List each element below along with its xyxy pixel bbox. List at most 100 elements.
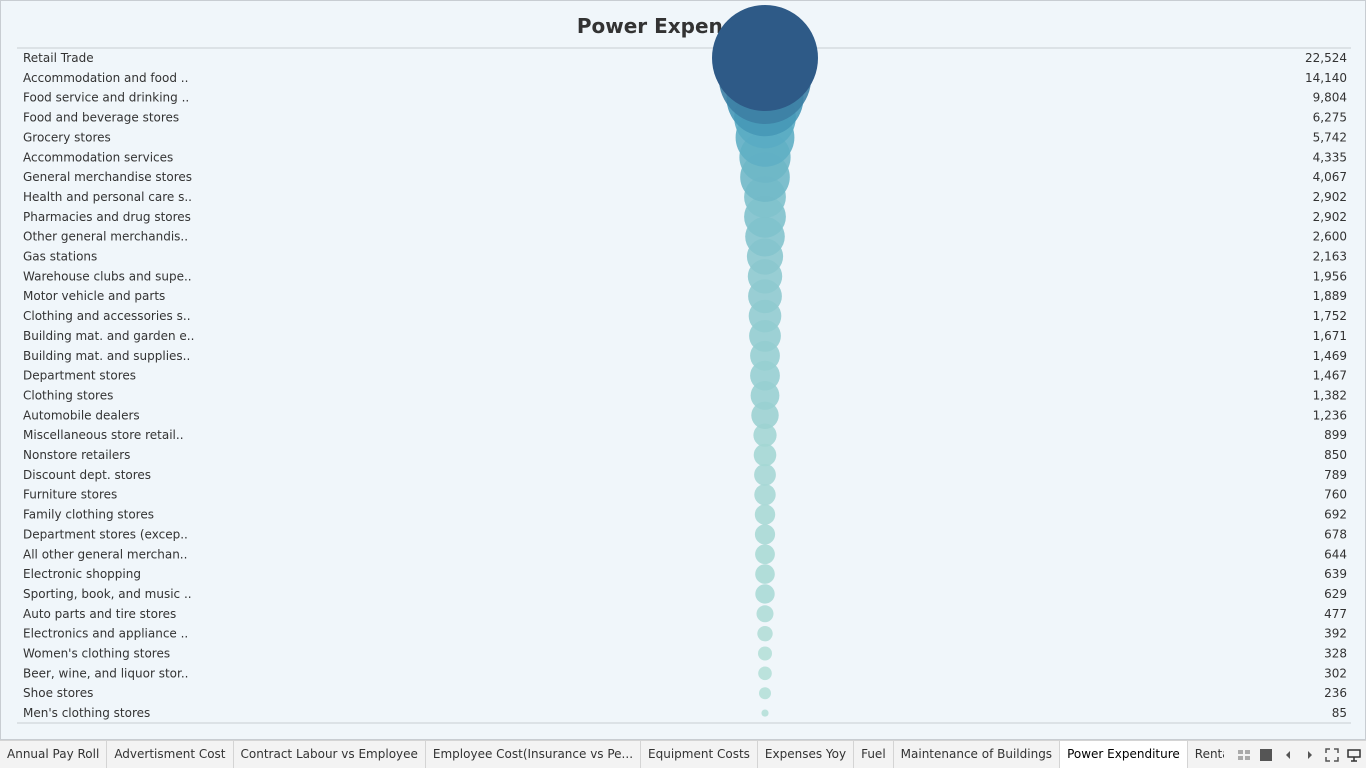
tab-toolbar — [1224, 741, 1362, 768]
row-value: 850 — [1324, 448, 1347, 462]
bubble[interactable] — [756, 605, 774, 623]
row-label: Nonstore retailers — [23, 448, 130, 462]
row-value: 1,956 — [1313, 269, 1347, 283]
sheet-tab[interactable]: Power Expenditure — [1060, 741, 1188, 768]
previous-icon[interactable] — [1280, 747, 1296, 763]
bubble-layer — [712, 5, 818, 717]
row-label: Automobile dealers — [23, 408, 140, 422]
sheet-tab[interactable]: Advertisment Cost — [107, 741, 234, 768]
row-value: 302 — [1324, 666, 1347, 680]
sheet-tab[interactable]: Maintenance of Buildings — [894, 741, 1061, 768]
row-label-layer: Retail Trade Accommodation and food .. Foo… — [23, 51, 194, 720]
row-value: 9,804 — [1313, 91, 1347, 105]
row-label: Sporting, book, and music .. — [23, 587, 192, 601]
row-label: General merchandise stores — [23, 170, 192, 184]
row-value: 899 — [1324, 428, 1347, 442]
row-label: Retail Trade — [23, 51, 94, 65]
row-label: Department stores — [23, 369, 136, 383]
row-label: Accommodation services — [23, 150, 173, 164]
bubble[interactable] — [755, 564, 775, 584]
row-value: 14,140 — [1305, 71, 1347, 85]
row-label: Clothing stores — [23, 388, 113, 402]
bubble[interactable] — [757, 625, 773, 642]
sheet-tab-bar: Annual Pay Roll Advertisment Cost Contract… — [0, 740, 1366, 768]
row-value: 789 — [1324, 468, 1347, 482]
row-value: 629 — [1324, 587, 1347, 601]
sheet-tab[interactable]: Employee Cost(Insurance vs Pe... — [426, 741, 642, 768]
row-label: Discount dept. stores — [23, 468, 151, 482]
row-value: 1,467 — [1313, 369, 1347, 383]
row-value: 5,742 — [1313, 130, 1347, 144]
row-value: 1,469 — [1313, 349, 1347, 363]
row-label: Grocery stores — [23, 130, 111, 144]
row-label: Motor vehicle and parts — [23, 289, 165, 303]
bubble[interactable] — [755, 584, 775, 604]
row-value: 678 — [1324, 527, 1347, 541]
sheet-tab[interactable]: Annual Pay Roll — [0, 741, 108, 768]
row-value: 22,524 — [1305, 51, 1347, 65]
row-label: Accommodation and food .. — [23, 71, 188, 85]
bubble[interactable] — [753, 423, 777, 447]
bubble[interactable] — [759, 687, 771, 700]
bubble[interactable] — [754, 524, 776, 545]
bubble[interactable] — [712, 5, 818, 111]
bubble[interactable] — [754, 484, 776, 506]
sheet-tab[interactable]: Equipment Costs — [641, 741, 758, 768]
row-value: 85 — [1332, 706, 1347, 720]
row-label: Health and personal care s.. — [23, 190, 192, 204]
bubble[interactable] — [758, 666, 772, 681]
bubble[interactable] — [751, 401, 779, 429]
row-label: Beer, wine, and liquor stor.. — [23, 666, 188, 680]
bubble[interactable] — [761, 709, 769, 717]
row-label: Auto parts and tire stores — [23, 607, 176, 621]
sheet-tabs: Annual Pay Roll Advertisment Cost Contract… — [0, 741, 1298, 768]
bubble[interactable] — [753, 443, 777, 467]
row-value-layer: 22,524 14,140 9,804 6,275 5,742 4,335 4,067 2,9… — [1305, 51, 1347, 720]
bubble[interactable] — [758, 646, 772, 661]
row-label: Other general merchandis.. — [23, 230, 188, 244]
row-label: Gas stations — [23, 250, 97, 264]
next-icon[interactable] — [1302, 747, 1318, 763]
row-value: 1,382 — [1313, 388, 1347, 402]
row-value: 6,275 — [1313, 111, 1347, 125]
grid-view-icon[interactable] — [1236, 747, 1252, 763]
row-value: 2,163 — [1313, 250, 1347, 264]
present-icon[interactable] — [1346, 747, 1362, 763]
row-value: 328 — [1324, 647, 1347, 661]
fullscreen-icon[interactable] — [1324, 747, 1340, 763]
sheet-tab[interactable]: Contract Labour vs Employee — [234, 741, 426, 768]
row-value: 1,752 — [1313, 309, 1347, 323]
single-view-icon[interactable] — [1258, 747, 1274, 763]
row-label: Food service and drinking .. — [23, 91, 189, 105]
row-value: 1,236 — [1313, 408, 1347, 422]
row-label: Building mat. and supplies.. — [23, 349, 190, 363]
row-label: Food and beverage stores — [23, 111, 179, 125]
row-value: 236 — [1324, 686, 1347, 700]
row-value: 392 — [1324, 627, 1347, 641]
row-label: Warehouse clubs and supe.. — [23, 269, 192, 283]
row-value: 477 — [1324, 607, 1347, 621]
row-label: Women's clothing stores — [23, 647, 170, 661]
bubble[interactable] — [754, 463, 776, 486]
row-value: 1,671 — [1313, 329, 1347, 343]
row-label: Department stores (excep.. — [23, 527, 188, 541]
row-value: 4,335 — [1313, 150, 1347, 164]
row-label: Men's clothing stores — [23, 706, 150, 720]
row-value: 4,067 — [1313, 170, 1347, 184]
bubble-chart: Retail Trade Accommodation and food .. Foo… — [17, 5, 1351, 724]
viz-panel: Power Expenditure Retail Trade Accommodat… — [0, 0, 1366, 740]
row-value: 639 — [1324, 567, 1347, 581]
row-label: Electronic shopping — [23, 567, 141, 581]
row-label: Electronics and appliance .. — [23, 627, 188, 641]
row-label: Furniture stores — [23, 488, 117, 502]
sheet-tab[interactable]: Fuel — [854, 741, 894, 768]
bubble[interactable] — [755, 544, 775, 565]
row-value: 692 — [1324, 508, 1347, 522]
row-label: All other general merchan.. — [23, 547, 187, 561]
row-value: 2,600 — [1313, 230, 1347, 244]
row-label: Clothing and accessories s.. — [23, 309, 191, 323]
sheet-tab[interactable]: Expenses Yoy — [758, 741, 855, 768]
row-value: 2,902 — [1313, 210, 1347, 224]
row-value: 1,889 — [1313, 289, 1347, 303]
bubble[interactable] — [754, 504, 776, 525]
